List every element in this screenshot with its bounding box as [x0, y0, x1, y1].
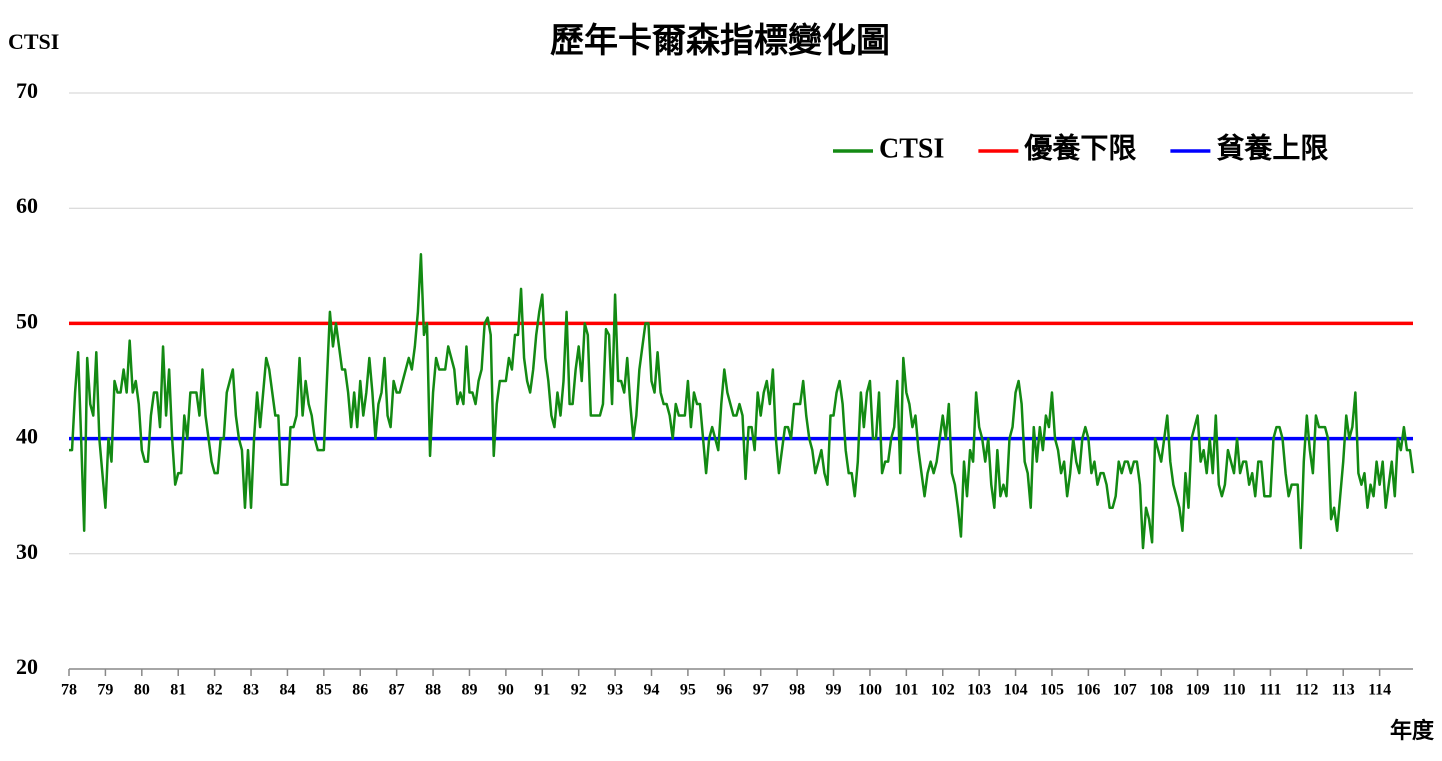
x-tick-label: 104: [1004, 682, 1028, 699]
x-tick-label: 92: [571, 682, 587, 699]
x-tick-label: 93: [607, 682, 623, 699]
y-tick-label: 30: [16, 539, 38, 564]
x-tick-label: 111: [1259, 682, 1281, 699]
x-tick-label: 105: [1040, 682, 1064, 699]
x-tick-label: 90: [498, 682, 514, 699]
chart-title: 歷年卡爾森指標變化圖: [550, 22, 890, 60]
x-tick-label: 106: [1076, 682, 1100, 699]
y-tick-label: 50: [16, 308, 38, 333]
x-tick-label: 78: [61, 682, 77, 699]
x-tick-label: 109: [1186, 682, 1210, 699]
y-tick-label: 20: [16, 654, 38, 679]
x-tick-label: 102: [931, 682, 955, 699]
data-line: [69, 253, 1415, 550]
x-tick-label: 107: [1113, 682, 1137, 699]
legend-label: 優養下限: [1023, 131, 1136, 164]
y-tick-label: 40: [16, 424, 38, 449]
x-tick-label: 108: [1149, 682, 1173, 699]
y-axis-label: CTSI: [8, 29, 59, 54]
x-tick-label: 86: [352, 682, 368, 699]
x-tick-label: 81: [170, 682, 186, 699]
x-tick-label: 101: [894, 682, 918, 699]
x-axis-label: 年度: [1390, 718, 1435, 743]
y-tick-label: 60: [16, 193, 38, 218]
x-tick-label: 103: [967, 682, 991, 699]
x-tick-label: 79: [97, 682, 113, 699]
x-tick-label: 84: [279, 682, 295, 699]
x-tick-label: 110: [1222, 682, 1245, 699]
x-tick-label: 85: [316, 682, 332, 699]
x-tick-label: 82: [207, 682, 223, 699]
legend-label: 貧養上限: [1216, 131, 1328, 164]
x-tick-label: 87: [389, 682, 405, 699]
x-tick-label: 114: [1368, 682, 1391, 699]
x-tick-label: 96: [716, 682, 732, 699]
x-tick-label: 113: [1332, 682, 1355, 699]
x-tick-label: 97: [753, 682, 769, 699]
y-tick-label: 70: [16, 78, 38, 103]
x-tick-label: 88: [425, 682, 441, 699]
x-tick-label: 100: [858, 682, 882, 699]
x-tick-label: 83: [243, 682, 259, 699]
x-tick-label: 89: [461, 682, 477, 699]
x-tick-label: 98: [789, 682, 805, 699]
x-tick-label: 112: [1295, 682, 1318, 699]
x-tick-label: 94: [644, 682, 660, 699]
legend-label: CTSI: [879, 133, 944, 164]
x-tick-label: 99: [826, 682, 842, 699]
x-tick-label: 95: [680, 682, 696, 699]
x-tick-label: 80: [134, 682, 150, 699]
x-tick-label: 91: [534, 682, 550, 699]
